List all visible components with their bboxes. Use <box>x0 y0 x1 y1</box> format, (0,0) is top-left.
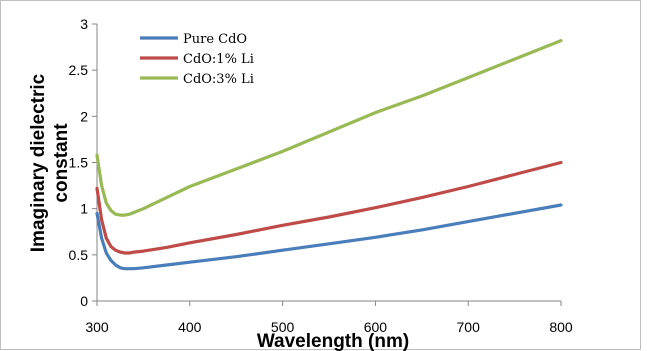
y-tick-label: 0.5 <box>69 247 89 263</box>
y-tick-label: 3 <box>80 16 88 32</box>
legend-label: Pure CdO <box>183 32 247 47</box>
series-line-cdo-1-li <box>95 160 563 255</box>
series-group <box>95 38 563 271</box>
legend: Pure CdO CdO:1% Li CdO:3% Li <box>140 32 254 87</box>
y-tick-label: 2 <box>80 108 88 124</box>
y-tick-label: 2.5 <box>69 62 89 78</box>
y-axis-title-line-2: constant <box>51 123 72 203</box>
y-axis-title-line-1: Imaginary dielectric <box>28 73 49 252</box>
y-tick-label: 1.5 <box>69 155 89 171</box>
x-tick-label: 700 <box>457 319 481 335</box>
x-tick-label: 300 <box>85 319 109 335</box>
legend-label: CdO:1% Li <box>183 52 254 67</box>
y-tick-label: 1 <box>80 201 88 217</box>
y-axis-title: Imaginary dielectric constant <box>28 73 72 252</box>
plot-area: 0 0.5 1 1.5 2 2.5 3 300 400 500 600 700 800 <box>69 16 573 335</box>
x-tick-label: 800 <box>549 319 573 335</box>
x-tick-label: 400 <box>178 319 202 335</box>
series-line-pure-cdo <box>95 203 563 271</box>
legend-label: CdO:3% Li <box>183 72 254 87</box>
series-line-cdo-3-li <box>95 38 563 217</box>
x-axis-ticks: 300 400 500 600 700 800 <box>85 301 573 335</box>
x-tick-label: 500 <box>271 319 295 335</box>
x-tick-label: 600 <box>364 319 388 335</box>
x-axis-title: Wavelength (nm) <box>257 331 409 351</box>
y-tick-label: 0 <box>80 293 88 309</box>
y-axis-ticks: 0 0.5 1 1.5 2 2.5 3 <box>69 16 97 309</box>
